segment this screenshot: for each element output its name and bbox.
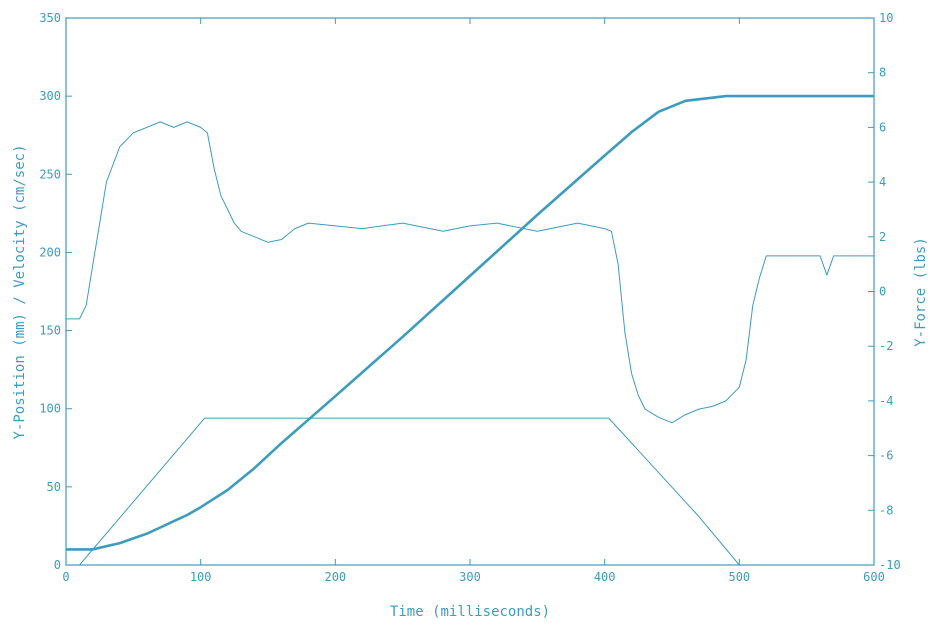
y-right-tick-label: -2 — [879, 339, 893, 353]
y-right-tick-label: 8 — [879, 66, 886, 80]
x-tick-label: 300 — [459, 570, 481, 584]
x-tick-label: 0 — [62, 570, 69, 584]
y-left-tick-label: 300 — [39, 89, 61, 103]
y-right-axis-label: Y-Force (lbs) — [913, 237, 929, 347]
series-line-1 — [66, 94, 874, 551]
y-right-tick-label: -8 — [879, 503, 893, 517]
y-right-tick-label: 10 — [879, 11, 893, 25]
y-right-tick-label: 0 — [879, 285, 886, 299]
x-axis-label: Time (milliseconds) — [390, 604, 550, 620]
y-left-tick-label: 150 — [39, 324, 61, 338]
series-line-3 — [66, 121, 874, 424]
series-group — [66, 94, 874, 566]
y-left-tick-label: 100 — [39, 402, 61, 416]
y-left-tick-label: 250 — [39, 167, 61, 181]
y-right-tick-label: -6 — [879, 449, 893, 463]
y-left-axis-ticks: 0 50 100 150 200 250 300 350 — [39, 11, 72, 572]
y-left-axis-label: Y-Position (mm) / Velocity (cm/sec) — [12, 144, 28, 439]
x-tick-label: 500 — [728, 570, 750, 584]
y-right-tick-label: -10 — [879, 558, 901, 572]
y-right-tick-label: -4 — [879, 394, 893, 408]
y-left-tick-label: 50 — [47, 480, 61, 494]
y-left-tick-label: 0 — [54, 558, 61, 572]
x-tick-label: 100 — [190, 570, 212, 584]
y-left-tick-label: 350 — [39, 11, 61, 25]
y-right-tick-label: 6 — [879, 120, 886, 134]
series-line-2 — [66, 417, 874, 566]
x-tick-label: 400 — [594, 570, 616, 584]
y-left-tick-label: 200 — [39, 245, 61, 259]
x-tick-label: 600 — [863, 570, 885, 584]
y-right-tick-label: 2 — [879, 230, 886, 244]
x-axis-ticks: 0 100 200 300 400 500 600 — [62, 18, 885, 584]
x-tick-label: 200 — [324, 570, 346, 584]
y-right-tick-label: 4 — [879, 175, 886, 189]
plot-frame — [65, 17, 875, 566]
